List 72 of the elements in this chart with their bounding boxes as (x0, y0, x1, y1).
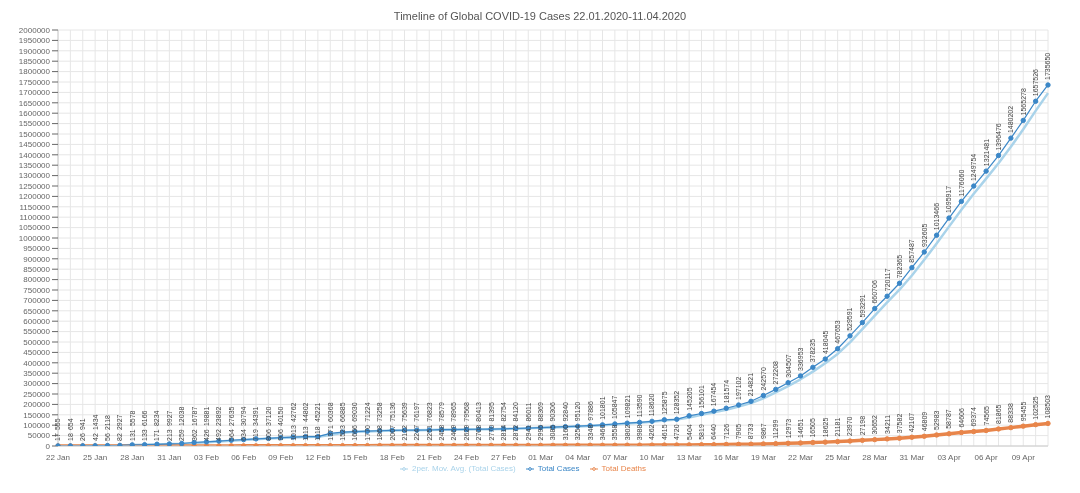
y-tick-label: 1400000 (18, 150, 51, 160)
x-tick-label: 28 Mar (862, 452, 888, 462)
x-tick-label: 27 Feb (491, 452, 517, 462)
x-tick-label: 07 Mar (602, 452, 628, 462)
y-tick-label: 850000 (23, 265, 51, 275)
y-tick-label: 200000 (23, 400, 51, 410)
y-tick-label: 600000 (23, 317, 51, 327)
y-tick-label: 550000 (23, 327, 51, 337)
x-tick-label: 06 Feb (231, 452, 257, 462)
y-tick-label: 1050000 (18, 223, 51, 233)
y-tick-label: 1800000 (18, 67, 51, 77)
y-tick-label: 1500000 (18, 129, 51, 139)
x-tick-label: 31 Mar (899, 452, 925, 462)
y-tick-label: 1250000 (18, 181, 51, 191)
y-tick-label: 1750000 (18, 77, 51, 87)
y-tick-label: 800000 (23, 275, 51, 285)
x-tick-label: 15 Feb (342, 452, 368, 462)
y-tick-label: 1700000 (18, 88, 51, 98)
y-tick-label: 250000 (23, 389, 51, 399)
y-tick-label: 950000 (23, 244, 51, 254)
x-tick-label: 03 Feb (194, 452, 220, 462)
x-tick-label: 21 Feb (416, 452, 443, 462)
y-tick-label: 1150000 (19, 202, 51, 212)
y-tick-label: 300000 (23, 379, 51, 389)
chart-title: Timeline of Global COVID-19 Cases 22.01.2020-11.04.2020 (392, 9, 688, 24)
x-tick-label: 18 Feb (379, 452, 406, 462)
x-tick-label: 25 Mar (825, 452, 851, 462)
y-tick-label: 900000 (23, 254, 51, 264)
y-tick-label: 50000 (27, 431, 51, 441)
y-tick-label: 450000 (23, 348, 51, 358)
y-tick-label: 1450000 (18, 140, 51, 150)
y-tick-label: 2000000 (18, 25, 51, 35)
x-tick-label: 22 Mar (788, 452, 814, 462)
x-tick-label: 13 Mar (676, 452, 702, 462)
x-tick-label: 03 Apr (937, 452, 961, 462)
x-tick-label: 28 Jan (120, 452, 145, 462)
x-tick-label: 09 Feb (268, 452, 294, 462)
y-tick-label: 1550000 (18, 119, 51, 129)
x-tick-label: 10 Mar (639, 452, 665, 462)
y-tick-label: 100000 (23, 421, 51, 431)
y-tick-label: 1650000 (18, 98, 51, 108)
y-tick-label: 1300000 (18, 171, 51, 181)
y-tick-label: 650000 (23, 306, 51, 316)
y-tick-label: 1350000 (18, 161, 51, 171)
x-tick-label: 04 Mar (565, 452, 591, 462)
x-tick-label: 16 Mar (713, 452, 740, 462)
y-tick-label: 350000 (23, 369, 51, 379)
legend-label: 2per. Mov. Avg. (Total Cases) (411, 464, 516, 473)
x-tick-label: 06 Apr (974, 452, 999, 462)
x-tick-label: 22 Jan (45, 452, 71, 462)
y-tick-label: 700000 (23, 296, 51, 306)
y-tick-label: 1950000 (18, 36, 51, 46)
y-tick-label: 1100000 (19, 213, 51, 223)
y-tick-label: 1850000 (18, 57, 51, 67)
x-tick-label: 09 Apr (1011, 452, 1036, 462)
y-tick-label: 750000 (23, 285, 51, 295)
x-tick-label: 12 Feb (305, 452, 331, 462)
y-tick-label: 1900000 (18, 46, 51, 56)
y-tick-label: 400000 (23, 358, 51, 368)
x-tick-label: 31 Jan (157, 452, 182, 462)
y-tick-label: 1200000 (18, 192, 51, 202)
x-tick-label: 01 Mar (528, 452, 554, 462)
legend-label: Total Cases (537, 464, 580, 473)
x-tick-label: 25 Jan (83, 452, 108, 462)
y-tick-label: 1000000 (18, 233, 51, 243)
y-tick-label: 150000 (23, 410, 51, 420)
x-tick-label: 24 Feb (453, 452, 480, 462)
x-tick-label: 19 Mar (750, 452, 777, 462)
y-tick-label: 1600000 (18, 109, 51, 119)
y-tick-label: 0 (45, 441, 51, 451)
y-tick-label: 500000 (23, 337, 51, 347)
legend-label: Total Deaths (601, 464, 646, 473)
